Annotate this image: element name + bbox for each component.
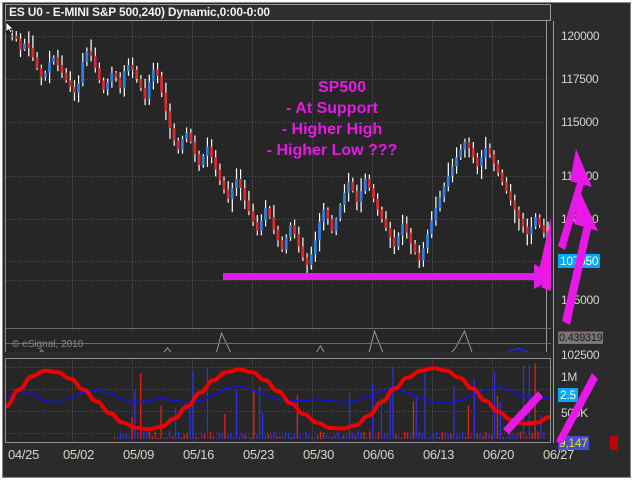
- price-chart-svg: [6, 21, 551, 352]
- chart-title-bar[interactable]: ES U0 - E-MINI S&P 500,240) Dynamic,0:00…: [5, 4, 551, 21]
- volume-marker-lower: 9,147: [558, 436, 589, 450]
- oscillator-svg: [6, 359, 550, 442]
- indicator-value-badge: 0.439319: [558, 331, 604, 344]
- axis-label-115000: 115000: [561, 115, 599, 129]
- axis-arrow-overlay: [556, 149, 598, 443]
- annotation-line-3: - Higher Low ???: [266, 142, 398, 159]
- esignal-watermark: © eSignal, 2010: [12, 339, 84, 350]
- oscillator-arrow: [503, 391, 543, 434]
- date-label-6: 06/06: [363, 447, 395, 462]
- volume-indicator-sub-panel: [39, 329, 530, 352]
- projection-arrow-icon-bottom: [503, 391, 543, 434]
- axis-label-120000: 120000: [561, 29, 600, 43]
- date-label-8: 06/20: [483, 447, 515, 462]
- oscillator-slow-line: [6, 366, 550, 432]
- annotation-arrows: [223, 217, 551, 291]
- date-label-5: 05/30: [303, 447, 335, 462]
- axis-label-1M: 1M: [561, 370, 578, 384]
- date-label-0: 04/25: [8, 447, 40, 462]
- volume-marker-red-tick: [610, 436, 618, 450]
- date-label-2: 05/09: [123, 447, 155, 462]
- price-axis-column[interactable]: 120000 117500 115000 112500 110000 10755…: [553, 21, 629, 450]
- price-gridlines: [6, 36, 551, 281]
- annotation-line-0: SP500: [317, 79, 367, 96]
- oscillator-panel[interactable]: [5, 358, 551, 443]
- projection-arrow-icon-3: [541, 270, 551, 291]
- date-label-9: 06/27: [543, 447, 575, 462]
- support-arrow-icon: [223, 264, 551, 289]
- axis-label-102500: 102500: [561, 348, 600, 362]
- volume-marker-upper: 2.5: [558, 388, 578, 402]
- date-label-7: 06/13: [423, 447, 455, 462]
- annotation-line-2: - Higher High: [281, 121, 383, 138]
- date-label-3: 05/16: [183, 447, 215, 462]
- price-panel[interactable]: SP500 - At Support - Higher High - Highe…: [5, 21, 551, 352]
- oscillator-fast-line: [6, 384, 550, 405]
- date-axis[interactable]: 04/25 05/02 05/09 05/16 05/23 05/30 06/0…: [5, 443, 574, 473]
- date-label-1: 05/02: [63, 447, 95, 462]
- date-label-4: 05/23: [243, 447, 275, 462]
- mouse-cursor-icon: [5, 21, 15, 34]
- price-vertical-gridlines: [72, 21, 547, 352]
- annotation-line-1: - At Support: [286, 100, 378, 117]
- axis-label-117500: 117500: [561, 72, 599, 86]
- ohlc-bars: [10, 30, 550, 275]
